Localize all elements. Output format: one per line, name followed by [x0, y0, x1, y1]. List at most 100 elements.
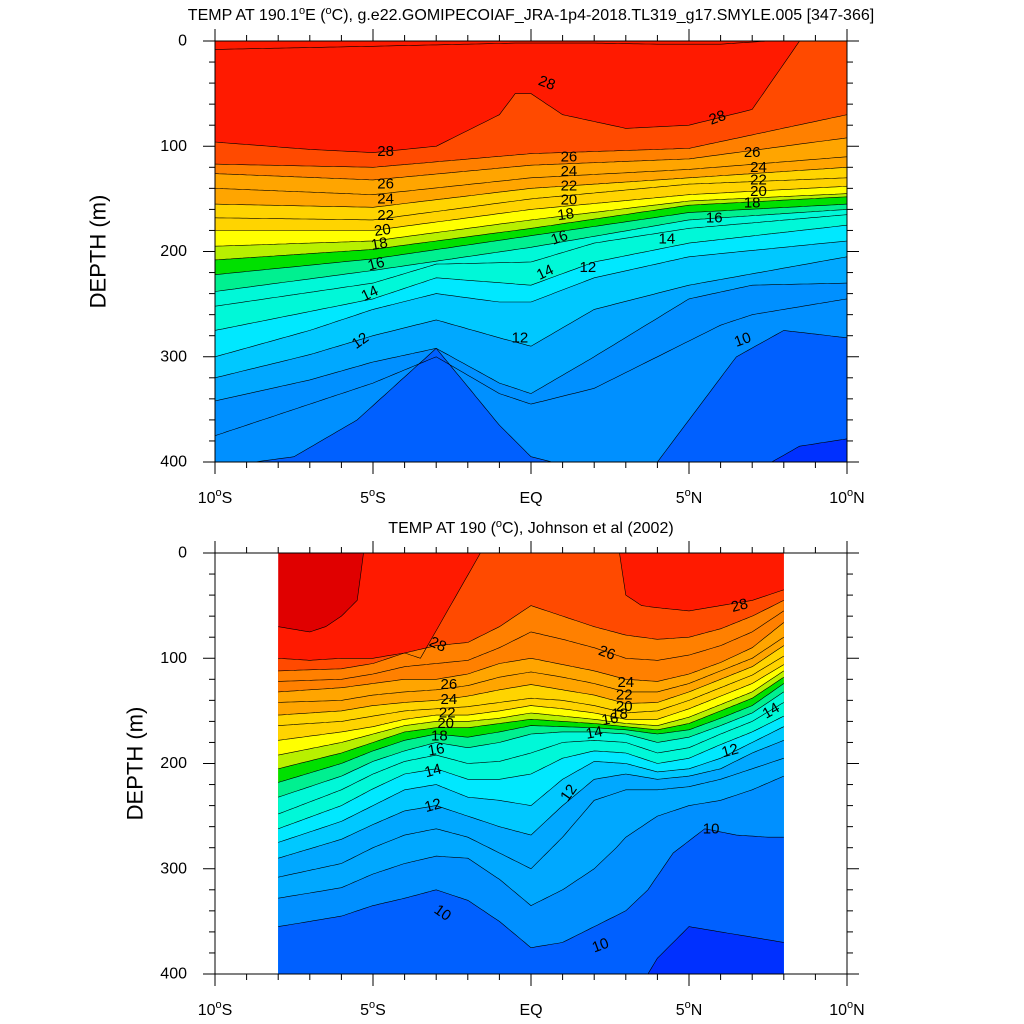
contour-label: 26 — [744, 144, 761, 161]
isotherm-line-26 — [215, 114, 847, 168]
y-tick-label: 0 — [178, 545, 187, 562]
band-below-11 — [278, 828, 784, 974]
isotherm-line-30 — [278, 553, 784, 633]
isotherm-line-20 — [215, 193, 847, 247]
y-tick-label: 200 — [160, 755, 187, 772]
isotherm-line-23 — [278, 655, 784, 726]
contour-label: 26 — [440, 676, 457, 693]
contour-label: 10 — [732, 329, 753, 351]
chart-title: TEMP AT 190.1oE (oC), g.e22.GOMIPECOIAF_… — [188, 5, 874, 24]
contour-fill-area: 28 26282624222018161412242220181614121412… — [278, 553, 784, 974]
contour-label: 10 — [431, 901, 454, 924]
isotherm-line-12 — [215, 282, 847, 402]
x-tick-label: 5oN — [676, 999, 703, 1019]
contour-label: 16 — [366, 254, 387, 275]
x-tick-label: 10oS — [198, 999, 233, 1019]
contour-label: 18 — [431, 728, 448, 745]
contour-label: 10 — [590, 935, 611, 957]
isotherm-line-29 — [278, 553, 784, 661]
isotherm-line-25 — [215, 137, 847, 181]
contour-label: 16 — [706, 209, 723, 226]
x-tick-label: EQ — [519, 490, 542, 507]
x-tick-label: 5oS — [360, 487, 386, 507]
x-tick-label: 10oS — [198, 487, 233, 507]
isotherm-line-11 — [215, 298, 847, 436]
isotherm-line-17 — [278, 702, 784, 815]
contour-label: 12 — [512, 329, 529, 346]
contour-label: 16 — [549, 227, 570, 249]
isotherm-line-10 — [278, 926, 784, 974]
contour-label: 20 — [373, 221, 392, 240]
contour-label: 20 — [616, 698, 633, 715]
contour-label: 24 — [440, 691, 457, 708]
contour-label: 22 — [377, 207, 394, 224]
contour-label: 20 — [437, 715, 454, 732]
isotherm-line-25 — [278, 636, 784, 703]
isotherm-line-18 — [278, 691, 784, 798]
contour-label: 28 — [427, 633, 449, 655]
isotherm-line-18 — [215, 203, 847, 275]
contour-label: 14 — [760, 699, 783, 722]
contour-label: 18 — [556, 205, 575, 224]
y-tick-label: 400 — [160, 454, 187, 471]
y-tick-label: 200 — [160, 243, 187, 260]
isotherm-line-20 — [278, 676, 784, 770]
isotherm-line-10 — [215, 330, 847, 462]
contour-label: 28 — [536, 72, 557, 94]
isotherm-line-16 — [278, 715, 784, 830]
contour-label: 24 — [617, 674, 634, 691]
contour-label: 18 — [611, 706, 628, 723]
isotherm-line-15 — [278, 726, 784, 843]
isotherm-line-19 — [215, 196, 847, 261]
isotherm-line-21 — [215, 185, 847, 231]
isotherm-line-17 — [215, 209, 847, 292]
contour-label: 18 — [744, 195, 761, 212]
contour-label: 22 — [561, 178, 578, 195]
isotherm-line-22 — [215, 177, 847, 221]
isotherm-line-16 — [215, 214, 847, 307]
y-tick-label: 300 — [160, 860, 187, 877]
isotherm-line-24 — [215, 156, 847, 196]
x-tick-label: 5oN — [676, 487, 703, 507]
contour-label: 14 — [423, 760, 444, 781]
contour-label: 10 — [703, 820, 720, 837]
x-tick-label: 5oS — [360, 999, 386, 1019]
chart-panel-1: 2828282624222018161412262422201816141226… — [86, 5, 875, 507]
y-tick-label: 400 — [160, 966, 187, 983]
contour-label: 12 — [557, 781, 580, 804]
contour-label: 20 — [561, 191, 578, 208]
contour-label: 24 — [377, 190, 394, 207]
contour-label: 12 — [349, 329, 372, 352]
contour-label: 28 — [707, 107, 728, 129]
isotherm-line-28 — [215, 41, 847, 50]
x-tick-label: EQ — [519, 1002, 542, 1019]
contour-label: 14 — [659, 230, 676, 247]
y-tick-label: 0 — [178, 33, 187, 50]
y-tick-label: 100 — [160, 650, 187, 667]
contour-label: 12 — [720, 741, 741, 762]
contour-label: 20 — [750, 183, 767, 200]
chart-title: TEMP AT 190 (oC), Johnson et al (2002) — [388, 518, 673, 537]
contour-label: 24 — [561, 163, 578, 180]
contour-label: 28 — [729, 595, 750, 616]
y-tick-label: 300 — [160, 348, 187, 365]
x-tick-label: 10oN — [829, 999, 864, 1019]
contour-label: 16 — [427, 740, 446, 760]
contour-label: 14 — [359, 282, 381, 304]
isotherm-line-24 — [278, 645, 784, 716]
contour-label: 12 — [580, 259, 597, 276]
isotherm-line-13 — [278, 757, 784, 878]
isotherm-line-19 — [278, 683, 784, 783]
isotherm-line-14 — [215, 240, 847, 358]
contour-label: 26 — [377, 176, 394, 193]
isotherm-line-13 — [215, 256, 847, 379]
isotherm-line-14 — [278, 740, 784, 859]
isotherm-line-26 — [278, 622, 784, 693]
isotherm-line-21 — [278, 670, 784, 756]
contour-label: 18 — [370, 234, 389, 254]
contour-label: 24 — [750, 159, 767, 176]
isotherm-line-23 — [215, 167, 847, 208]
isotherm-line-11 — [278, 828, 784, 949]
contour-label: 16 — [600, 709, 619, 729]
